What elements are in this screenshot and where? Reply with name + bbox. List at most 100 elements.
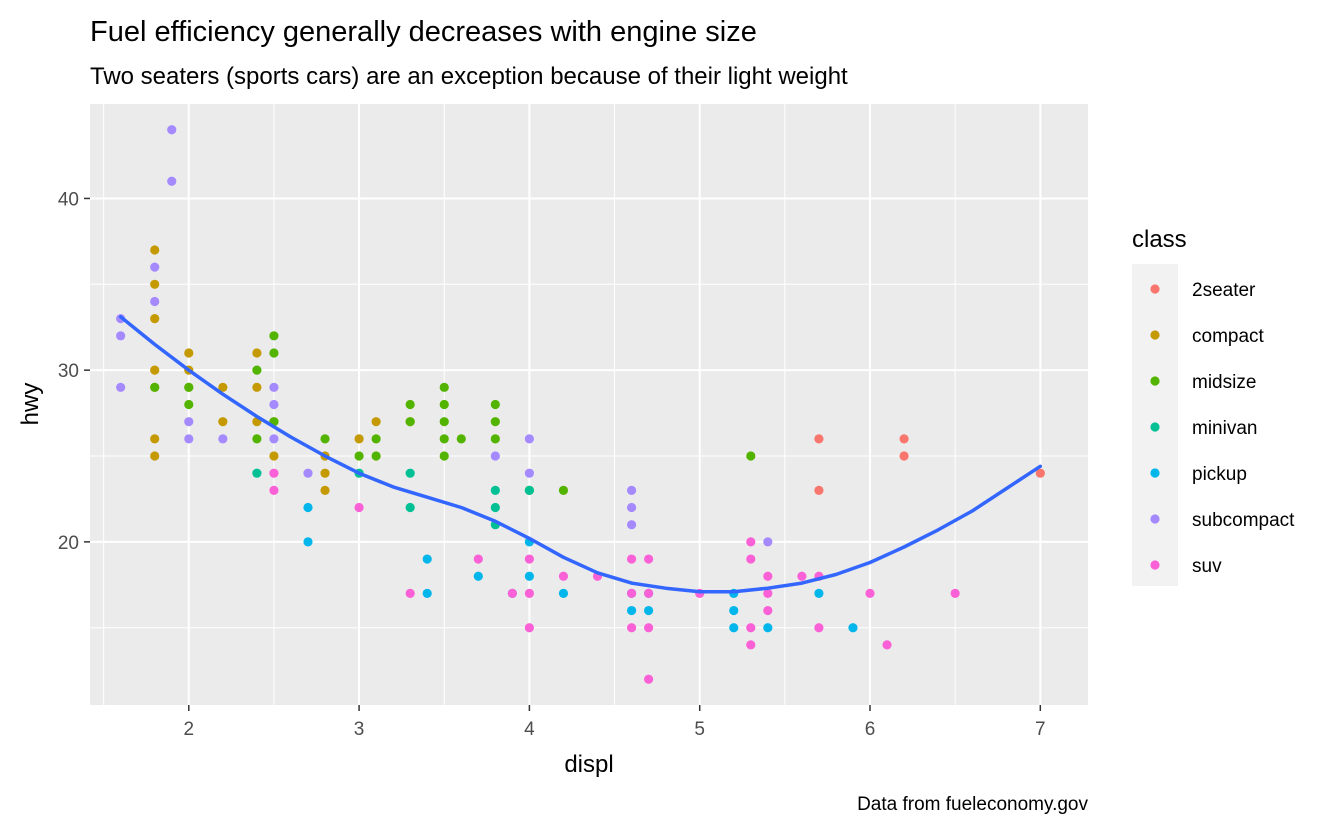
point-suv [746,640,756,650]
legend-label-suv: suv [1192,556,1222,577]
point-suv [644,674,654,684]
point-suv [269,468,279,478]
point-compact [150,451,160,461]
point-subcompact [116,331,126,341]
x-axis-title: displ [564,751,613,778]
point-suv [950,588,960,598]
point-suv [763,605,773,616]
point-midsize [558,485,569,495]
point-subcompact [626,520,637,530]
point-midsize [456,434,466,444]
point-midsize [439,434,449,444]
point-suv [524,623,534,633]
point-subcompact [626,485,637,495]
point-suv [507,588,517,598]
point-suv [524,588,534,598]
point-midsize [269,331,279,341]
point-compact [269,451,279,461]
point-suv [405,588,415,598]
legend-label-compact: compact [1192,326,1265,347]
legend: class 2seater compact midsize minivan pickup… [1132,226,1295,586]
point-minivan [524,485,534,495]
point-pickup [626,605,637,616]
point-subcompact [763,537,773,547]
point-suv [746,623,756,633]
point-suv [882,640,892,650]
point-2seater [814,485,824,495]
point-suv [763,571,773,581]
point-subcompact [303,468,313,478]
legend-items: 2seater compact midsize minivan pickup subcom… [1150,280,1295,577]
point-subcompact [269,399,279,410]
point-suv [797,571,807,581]
legend-key-2seater [1150,284,1160,294]
x-tick-label: 6 [865,719,876,740]
legend-title: class [1132,226,1187,253]
point-subcompact [116,382,126,392]
point-subcompact [524,434,534,444]
point-suv [524,554,534,564]
point-pickup [422,588,432,598]
point-compact [150,279,160,289]
point-2seater [1035,468,1045,478]
y-tick-label: 20 [58,533,79,554]
data-points [116,125,1045,684]
chart-title: Fuel efficiency generally decreases with… [90,16,757,48]
point-suv [644,623,654,633]
legend-label-subcompact: subcompact [1192,510,1295,531]
point-compact [150,434,160,444]
point-midsize [184,399,194,410]
point-suv [626,554,637,564]
point-midsize [252,434,262,444]
point-minivan [490,502,500,513]
point-suv [746,554,756,564]
smooth-trend-line [118,315,1043,594]
legend-key-pickup [1150,468,1160,478]
point-midsize [439,382,449,392]
point-suv [354,502,364,513]
legend-label-midsize: midsize [1192,372,1256,393]
x-tick-label: 2 [183,719,194,740]
point-midsize [490,417,500,427]
point-subcompact [218,434,228,444]
point-pickup [473,571,483,581]
point-pickup [814,588,824,598]
point-midsize [746,451,756,461]
point-pickup [644,605,654,616]
point-minivan [490,485,500,495]
point-minivan [252,468,262,478]
point-pickup [524,571,534,581]
point-subcompact [167,125,177,135]
point-compact [320,468,330,478]
legend-key-subcompact [1150,514,1160,524]
point-compact [150,314,160,324]
point-pickup [729,605,739,616]
point-pickup [848,623,858,633]
point-subcompact [269,382,279,392]
legend-key-minivan [1150,422,1160,432]
point-midsize [252,365,262,375]
y-axis-title: hwy [17,383,44,426]
point-compact [371,417,381,427]
point-suv [473,554,483,564]
point-compact [320,485,330,495]
point-suv [269,485,279,495]
point-midsize [150,382,160,392]
legend-label-2seater: 2seater [1192,280,1256,301]
point-pickup [422,554,432,564]
y-tick-label: 40 [58,189,79,210]
point-subcompact [626,502,637,513]
legend-key-suv [1150,560,1160,570]
point-subcompact [269,434,279,444]
point-2seater [899,434,909,444]
point-subcompact [150,296,160,307]
point-2seater [899,451,909,461]
point-midsize [371,434,381,444]
point-suv [746,537,756,547]
point-2seater [814,434,824,444]
point-pickup [763,623,773,633]
y-tick-label: 30 [58,361,79,382]
point-compact [252,382,262,392]
chart-subtitle: Two seaters (sports cars) are an excepti… [90,63,848,90]
point-pickup [558,588,569,598]
